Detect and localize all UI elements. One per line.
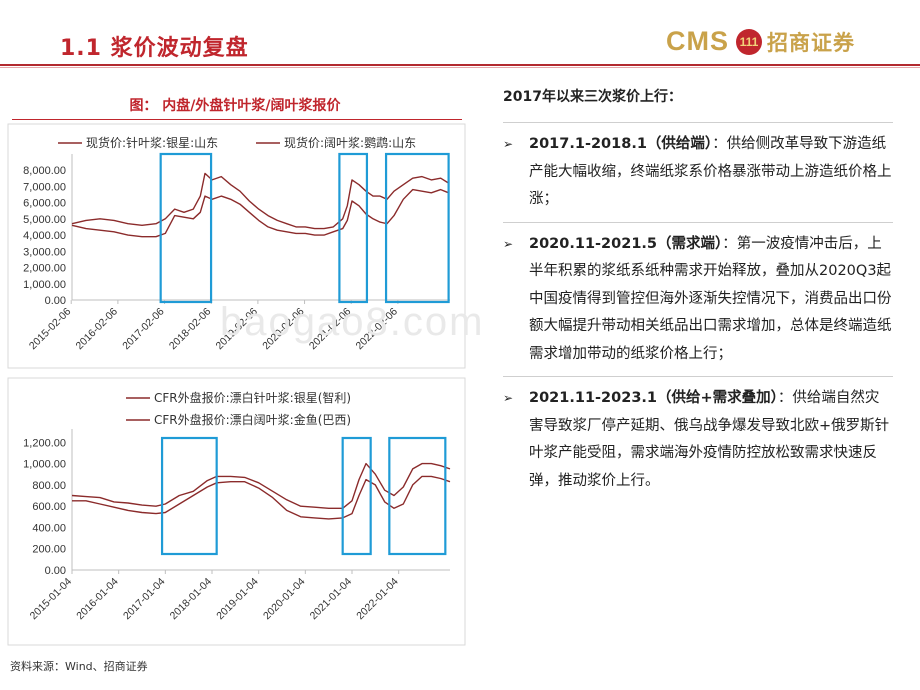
bullet-item-1: ➢ 2017.1-2018.1（供给端）：供给侧改革导致下游造纸产能大幅收缩，终… (503, 131, 893, 214)
highlight-box (388, 436, 447, 556)
bullet-head: 2021.11-2023.1（供给+需求叠加） (529, 390, 778, 406)
y-tick-label: 1,200.00 (23, 437, 66, 449)
logo: CMS 111 招商证券 (666, 26, 855, 57)
y-tick-label: 400.00 (32, 522, 66, 534)
x-tick-label: 2022-01-04 (354, 576, 401, 623)
legend-label: 现货价:阔叶浆:鹦鹉:山东 (284, 135, 416, 150)
source-note: 资料来源：Wind、招商证券 (10, 660, 148, 673)
logo-cn: 招商证券 (767, 30, 855, 55)
legend-label: 现货价:针叶浆:银星:山东 (86, 135, 218, 150)
bullet-text: ：第一波疫情冲击后，上半年积累的浆纸系纸种需求开始释放，叠加从2020Q3起中国… (529, 235, 892, 362)
page-title: 1.1 浆价波动复盘 (60, 36, 249, 61)
x-tick-label: 2015-01-04 (28, 576, 75, 623)
series-line-1 (71, 462, 451, 509)
y-tick-label: 0.00 (45, 295, 66, 307)
bullet-item-2: ➢ 2020.11-2021.5（需求端）：第一波疫情冲击后，上半年积累的浆纸系… (503, 231, 893, 369)
series-line-1 (71, 172, 449, 230)
highlight-box (159, 152, 213, 304)
bullet-text: ：供给端自然灾害导致浆厂停产延期、俄乌战争爆发导致北欧+俄罗斯针叶浆产能受阻，需… (529, 390, 890, 489)
figure-title-rule (12, 119, 462, 120)
y-tick-label: 0.00 (45, 565, 66, 577)
x-tick-label: 2021-01-04 (308, 576, 355, 623)
x-tick-label: 2020-01-04 (261, 576, 308, 623)
bullet-item-3: ➢ 2021.11-2023.1（供给+需求叠加）：供给端自然灾害导致浆厂停产延… (503, 385, 893, 495)
y-tick-label: 6,000.00 (23, 198, 66, 210)
bullet-arrow-icon: ➢ (503, 236, 514, 251)
y-tick-label: 200.00 (32, 544, 66, 556)
y-tick-label: 2,000.00 (23, 263, 66, 275)
x-tick-label: 2019-01-04 (214, 576, 261, 623)
right-panel-divider (503, 221, 893, 223)
right-panel-divider (503, 122, 893, 123)
logo-text: CMS (666, 26, 729, 56)
y-tick-label: 5,000.00 (23, 214, 66, 226)
highlight-box (338, 152, 369, 304)
y-tick-label: 1,000.00 (23, 459, 66, 471)
bullet-head: 2017.1-2018.1（供给端） (529, 136, 713, 152)
y-tick-label: 8,000.00 (23, 165, 66, 177)
bullet-arrow-icon: ➢ (503, 391, 514, 405)
highlight-box (341, 436, 372, 556)
bullet-head: 2020.11-2021.5（需求端） (529, 235, 723, 252)
y-tick-label: 4,000.00 (23, 230, 66, 242)
right-panel-divider (503, 376, 893, 377)
highlight-box (384, 152, 450, 304)
series-line-2 (71, 188, 449, 238)
x-tick-label: 2015-02-06 (27, 306, 74, 353)
x-tick-label: 2018-01-04 (168, 576, 215, 623)
legend-label: CFR外盘报价:漂白针叶浆:银星(智利) (154, 390, 351, 405)
x-tick-label: 2018-02-06 (167, 306, 214, 353)
header-divider-thin (0, 67, 920, 68)
x-tick-label: 2016-02-06 (74, 306, 121, 353)
y-tick-label: 800.00 (32, 480, 66, 492)
chart-frame (7, 377, 466, 646)
bullet-text: ：供给侧改革导致下游造纸产能大幅收缩，终端纸浆系价格暴涨带动上游造纸价格上涨； (529, 136, 892, 207)
y-tick-label: 7,000.00 (23, 181, 66, 193)
bullet-arrow-icon: ➢ (503, 137, 514, 151)
right-panel: 2017年以来三次浆价上行： ➢ 2017.1-2018.1（供给端）：供给侧改… (503, 86, 893, 503)
x-tick-label: 2017-02-06 (120, 306, 167, 353)
series-line-2 (72, 475, 451, 520)
x-tick-label: 2017-01-04 (121, 576, 168, 623)
y-tick-label: 3,000.00 (23, 246, 66, 258)
highlight-box (160, 436, 218, 556)
legend-label: CFR外盘报价:漂白阔叶浆:金鱼(巴西) (154, 412, 351, 427)
chart-frame (7, 123, 466, 369)
charts-svg: 0.00 1,000.00 2,000.00 3,000.00 4,000.00 5,00… (7, 123, 466, 646)
header-divider (0, 64, 920, 66)
x-tick-label: 2016-01-04 (74, 576, 121, 623)
watermark: baogao8.com (220, 300, 485, 344)
right-panel-title: 2017年以来三次浆价上行： (503, 89, 682, 105)
y-tick-label: 600.00 (32, 501, 66, 513)
figure-title: 图： 内盘/外盘针叶浆/阔叶浆报价 (129, 98, 341, 114)
y-tick-label: 1,000.00 (23, 279, 66, 291)
logo-mark-icon: 111 (736, 28, 762, 55)
